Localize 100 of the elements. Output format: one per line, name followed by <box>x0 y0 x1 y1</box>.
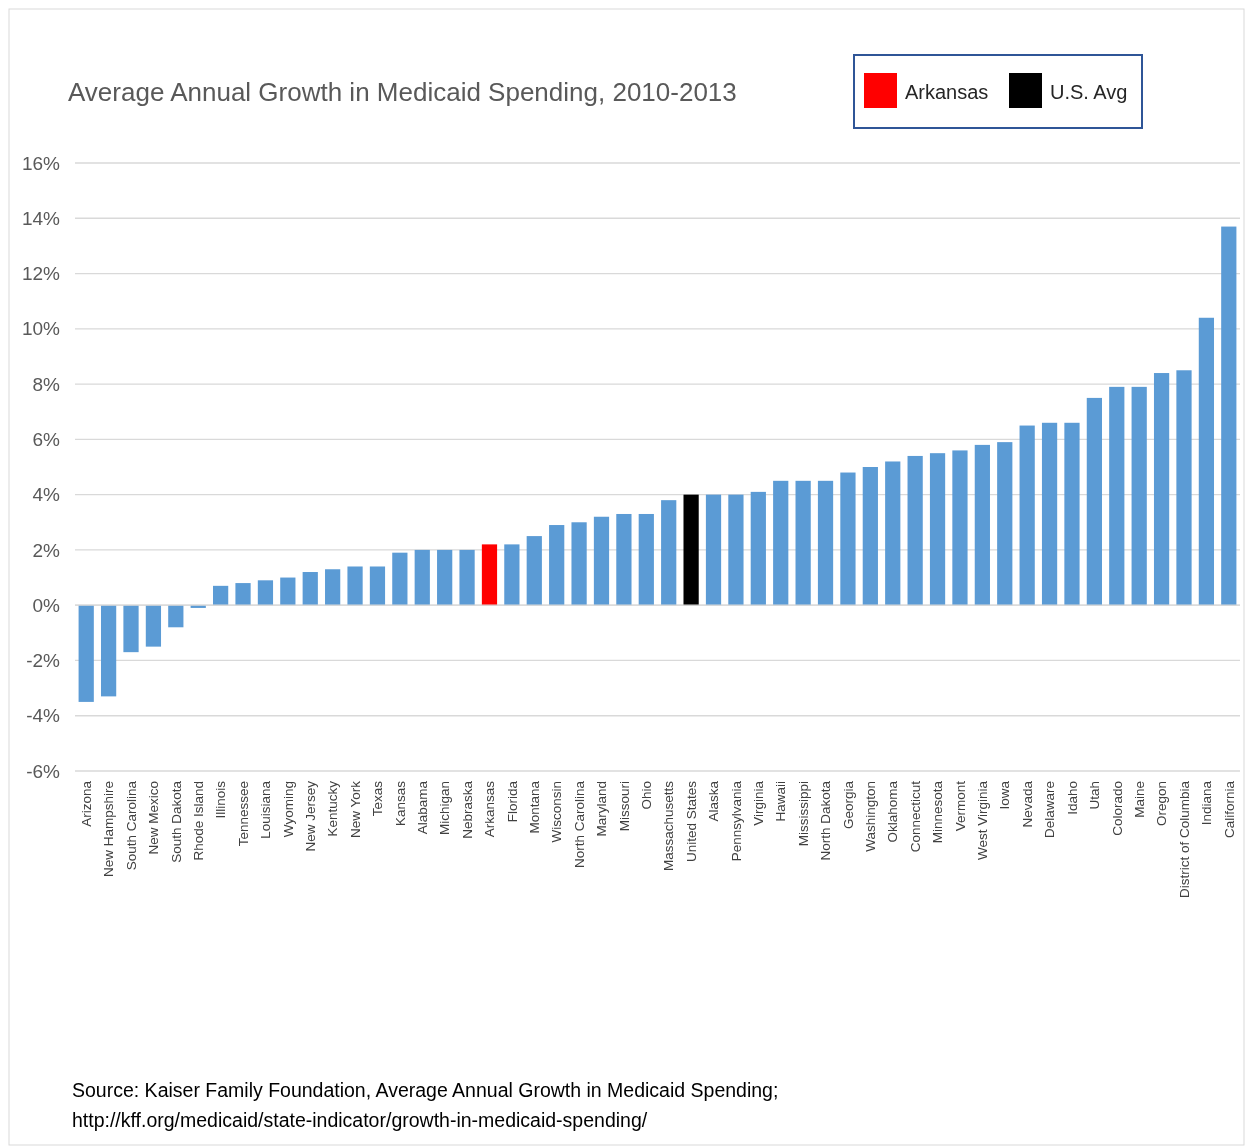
x-tick-label: North Carolina <box>571 780 587 869</box>
x-tick-label: Georgia <box>840 780 856 830</box>
y-tick-label: 6% <box>32 429 61 451</box>
x-tick-label: New Hampshire <box>101 781 117 878</box>
bar <box>571 522 587 606</box>
y-tick-label: 12% <box>21 263 61 285</box>
bar <box>392 552 408 606</box>
x-tick-label: Florida <box>504 780 520 823</box>
bar <box>1086 397 1102 606</box>
x-tick-label: Colorado <box>1109 781 1125 836</box>
bar <box>100 605 117 697</box>
x-tick-label: United States <box>683 780 699 863</box>
y-tick-label: 2% <box>32 539 61 561</box>
bar <box>593 516 610 606</box>
bar <box>1064 422 1080 606</box>
x-tick-label: New Jersey <box>302 780 318 852</box>
chart-title: Average Annual Growth in Medicaid Spending, 2010-2013 <box>68 77 737 108</box>
bar <box>549 525 565 606</box>
y-tick-label: -2% <box>26 650 61 672</box>
x-tick-label: Kentucky <box>325 780 341 837</box>
x-tick-label: Iowa <box>997 780 1013 810</box>
bar <box>929 453 946 606</box>
bar <box>1198 317 1215 606</box>
y-tick-label: 14% <box>21 207 61 229</box>
x-tick-label: South Carolina <box>123 780 139 871</box>
x-tick-label: Kansas <box>392 780 408 827</box>
bar <box>257 580 274 606</box>
bar <box>750 491 766 606</box>
bar <box>78 605 94 702</box>
x-tick-label: West Virginia <box>975 780 991 861</box>
bar <box>168 605 184 628</box>
x-tick-label: California <box>1221 780 1237 839</box>
x-tick-label: Wyoming <box>280 781 296 838</box>
bar <box>795 480 811 606</box>
x-tick-label: District of Columbia <box>1176 780 1192 899</box>
bar <box>728 494 744 606</box>
bar <box>705 494 722 606</box>
x-tick-label: Delaware <box>1042 781 1058 839</box>
y-tick-label: 10% <box>21 318 61 340</box>
bar <box>526 536 542 606</box>
x-tick-label: Illinois <box>213 780 229 819</box>
y-tick-label: 0% <box>32 594 61 616</box>
x-tick-label: Missouri <box>616 781 632 832</box>
x-tick-label: Montana <box>527 780 542 834</box>
x-tick-label: New York <box>347 780 363 839</box>
bar <box>1176 370 1192 606</box>
x-tick-label: Oregon <box>1154 781 1170 827</box>
bar <box>280 577 296 606</box>
y-tick-label: 16% <box>21 152 61 174</box>
bar <box>1153 373 1170 606</box>
x-tick-label: Wisconsin <box>549 781 565 843</box>
bar <box>1131 386 1147 606</box>
bar <box>504 544 520 606</box>
y-tick-label: -6% <box>26 760 61 782</box>
x-tick-label: Tennessee <box>235 781 251 847</box>
x-tick-label: Louisiana <box>258 780 274 839</box>
x-tick-label: Idaho <box>1064 781 1080 815</box>
bar <box>235 583 251 606</box>
bar <box>123 605 139 653</box>
bar <box>459 549 475 606</box>
bar <box>437 549 453 606</box>
bar <box>616 513 632 606</box>
x-tick-label: Vermont <box>952 780 968 832</box>
y-tick-label: 8% <box>32 373 61 395</box>
x-tick-label: Ohio <box>639 781 655 810</box>
x-tick-label: Arkansas <box>482 780 498 838</box>
x-tick-label: Pennsylvania <box>728 780 744 862</box>
bar <box>885 461 901 606</box>
x-tick-label: Alaska <box>706 780 722 822</box>
x-tick-label: Arizona <box>78 780 94 827</box>
bar <box>1221 226 1237 606</box>
x-tick-label: Utah <box>1087 781 1103 810</box>
x-tick-label: South Dakota <box>168 780 184 863</box>
bar <box>302 572 318 606</box>
legend-label: U.S. Avg <box>1050 81 1128 103</box>
x-tick-label: Nevada <box>1019 780 1035 828</box>
bar <box>145 605 162 647</box>
x-tick-label: Connecticut <box>907 780 923 853</box>
bar <box>1109 386 1125 606</box>
x-tick-label: New Mexico <box>146 781 162 855</box>
bar <box>683 494 699 606</box>
x-tick-label: Washington <box>863 781 879 852</box>
x-tick-label: North Dakota <box>818 780 834 861</box>
bar <box>1019 425 1035 606</box>
legend-label: Arkansas <box>905 81 989 103</box>
x-tick-label: Virginia <box>751 780 767 826</box>
x-tick-label: Maine <box>1131 781 1147 818</box>
bar <box>862 467 878 606</box>
x-tick-label: Massachusetts <box>661 780 677 872</box>
text: http://kff.org/medicaid/state-indicator/growth-in-medicaid-spending/ <box>72 1108 648 1131</box>
x-tick-label: Alabama <box>414 780 430 835</box>
bar <box>213 585 229 606</box>
x-tick-label: Hawaii <box>773 781 789 822</box>
bar <box>325 569 341 606</box>
bar <box>661 500 677 606</box>
x-tick-label: Michigan <box>437 781 453 836</box>
bar <box>997 442 1013 606</box>
x-tick-label: Nebraska <box>459 780 475 839</box>
x-tick-label: Maryland <box>594 781 610 837</box>
bar <box>907 455 923 606</box>
